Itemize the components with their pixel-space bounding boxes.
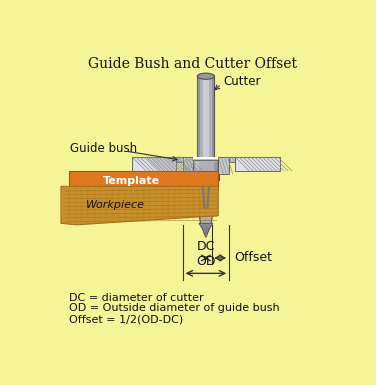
- Bar: [229, 157, 235, 162]
- Text: Offset = 1/2(OD-DC): Offset = 1/2(OD-DC): [69, 314, 183, 324]
- Bar: [194, 157, 218, 171]
- Text: Workpiece: Workpiece: [86, 200, 145, 210]
- Polygon shape: [194, 160, 218, 237]
- Bar: [214, 162, 217, 209]
- Bar: [194, 157, 218, 174]
- Bar: [212, 75, 214, 160]
- Bar: [132, 157, 176, 171]
- Bar: [195, 162, 199, 209]
- Bar: [183, 157, 194, 174]
- Bar: [218, 157, 229, 174]
- Ellipse shape: [197, 73, 214, 79]
- Text: OD = Outside diameter of guide bush: OD = Outside diameter of guide bush: [69, 303, 279, 313]
- Text: DC: DC: [197, 239, 215, 253]
- Bar: [197, 75, 214, 160]
- Text: Cutter: Cutter: [223, 75, 261, 88]
- Bar: [193, 174, 219, 180]
- Text: Guide bush: Guide bush: [70, 142, 137, 155]
- Bar: [235, 157, 279, 171]
- Text: Template: Template: [103, 176, 160, 186]
- Bar: [197, 75, 200, 160]
- Polygon shape: [61, 186, 218, 225]
- Text: DC = diameter of cutter: DC = diameter of cutter: [69, 293, 203, 303]
- Text: Guide Bush and Cutter Offset: Guide Bush and Cutter Offset: [88, 57, 297, 71]
- Text: Offset: Offset: [234, 251, 272, 264]
- Polygon shape: [199, 223, 213, 237]
- Bar: [176, 157, 183, 162]
- Bar: [69, 171, 218, 189]
- Bar: [203, 77, 209, 159]
- Text: OD: OD: [196, 255, 215, 268]
